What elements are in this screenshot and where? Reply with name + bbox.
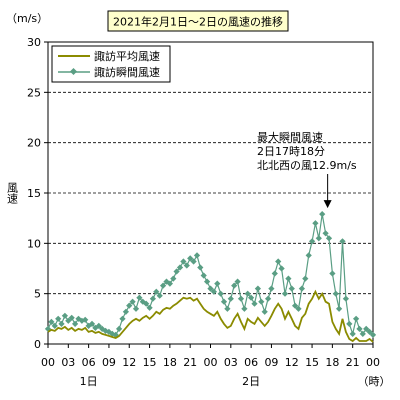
chart-title: 2021年2月1日～2日の風速の推移 <box>113 15 283 29</box>
data-point-gust <box>291 302 299 309</box>
y-tick-label: 15 <box>27 187 41 200</box>
x-tick-label: 00 <box>204 356 218 369</box>
data-point-gust <box>359 330 366 338</box>
x-tick-label: 09 <box>264 356 278 369</box>
data-point-gust <box>261 308 268 315</box>
data-point-gust <box>146 304 153 311</box>
day-label-2: 2日 <box>242 375 260 388</box>
x-tick-label: 21 <box>346 356 360 369</box>
y-tick-label: 5 <box>34 288 41 301</box>
data-point-gust <box>302 275 309 282</box>
data-point-gust <box>247 294 255 301</box>
x-unit-label: （時） <box>358 375 391 388</box>
data-point-gust <box>258 298 265 305</box>
data-point-gust <box>369 331 377 339</box>
y-tick-label: 10 <box>27 237 41 250</box>
data-point-gust <box>342 295 350 302</box>
data-point-gust <box>352 315 360 322</box>
data-point-gust <box>335 305 343 312</box>
y-tick-label: 0 <box>34 338 41 351</box>
day-label-1: 1日 <box>80 375 98 388</box>
data-point-gust <box>159 282 167 289</box>
data-point-gust <box>251 300 258 307</box>
x-tick-label: 12 <box>285 356 299 369</box>
y-tick-label: 30 <box>27 36 41 49</box>
data-point-gust <box>271 270 278 277</box>
data-point-gust <box>278 265 285 272</box>
data-point-gust <box>234 278 241 285</box>
data-point-gust <box>173 268 180 275</box>
y-axis-label: 風速 <box>6 182 19 204</box>
x-tick-label: 03 <box>61 356 75 369</box>
data-point-gust <box>319 210 326 218</box>
legend: 諏訪平均風速 諏訪瞬間風速 <box>51 45 171 83</box>
data-point-gust <box>363 325 370 333</box>
data-point-gust <box>203 278 211 285</box>
data-point-gust <box>281 290 289 297</box>
y-tick-label: 20 <box>27 137 41 150</box>
data-point-gust <box>332 290 339 297</box>
data-point-gust <box>268 285 275 292</box>
series-line-average <box>47 289 374 343</box>
x-tick-label: 00 <box>41 356 55 369</box>
data-point-gust <box>264 295 272 302</box>
annotation-line-3: 北北西の風12.9m/s <box>257 159 357 172</box>
x-tick-label: 09 <box>102 356 116 369</box>
x-tick-label: 06 <box>82 356 96 369</box>
data-point-gust <box>346 320 353 328</box>
y-unit-label: （m/s） <box>6 12 48 25</box>
x-tick-label: 21 <box>183 356 197 369</box>
x-tick-label: 12 <box>122 356 136 369</box>
legend-label-average: 諏訪平均風速 <box>94 49 160 63</box>
x-tick-labels: 00 03 06 09 12 15 18 21 00 03 06 09 12 15 18 21 00 <box>41 344 380 369</box>
x-tick-label: 06 <box>244 356 258 369</box>
data-point-gust <box>190 258 197 265</box>
y-tick-label: 25 <box>27 86 41 99</box>
data-point-gust <box>349 330 356 338</box>
title-box <box>107 10 289 32</box>
data-point-gust <box>193 252 201 259</box>
legend-box <box>51 45 171 83</box>
data-point-gust <box>275 258 282 265</box>
data-point-gust <box>288 285 295 292</box>
x-tick-label: 18 <box>163 356 177 369</box>
annotation-line-2: 2日17時18分 <box>257 145 325 158</box>
x-tick-label: 15 <box>305 356 319 369</box>
grid-lines <box>48 91 373 295</box>
annotation-line-1: 最大瞬間風速 <box>257 130 323 144</box>
data-point-gust <box>366 328 373 336</box>
x-tick-label: 15 <box>143 356 157 369</box>
max-gust-annotation: 最大瞬間風速 2日17時18分 北北西の風12.9m/s <box>257 130 357 209</box>
data-point-gust <box>329 270 336 277</box>
legend-label-gust: 諏訪瞬間風速 <box>94 65 160 79</box>
data-point-gust <box>298 285 306 292</box>
legend-marker-gust <box>69 67 78 76</box>
x-tick-label: 00 <box>366 356 380 369</box>
data-point-gust <box>356 325 363 333</box>
data-point-gust <box>129 298 136 305</box>
x-tick-label: 18 <box>325 356 339 369</box>
data-point-gust <box>285 275 292 282</box>
data-point-gust <box>295 305 302 312</box>
x-tick-label: 03 <box>224 356 238 369</box>
y-tick-labels: 0 5 10 15 20 25 30 <box>27 36 48 351</box>
annotation-arrowhead <box>323 200 332 209</box>
